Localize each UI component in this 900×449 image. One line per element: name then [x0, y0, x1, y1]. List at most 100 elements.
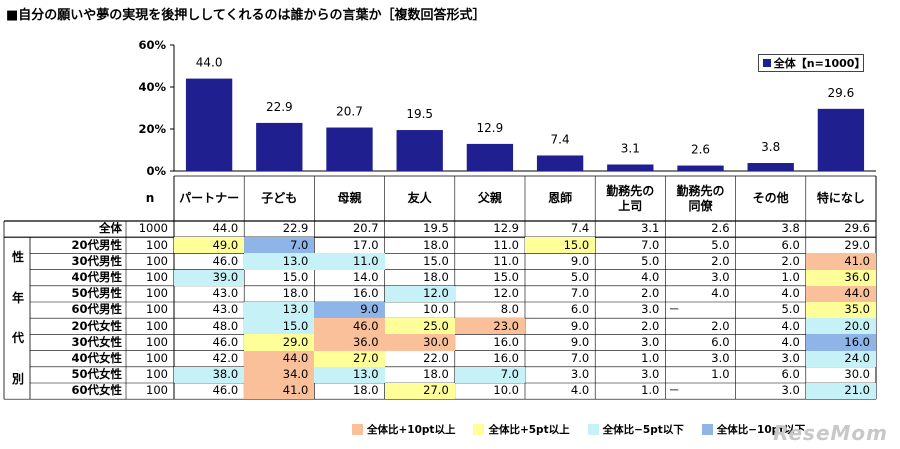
table-cell: 4.0 — [641, 269, 660, 284]
table-cell: 44.0 — [212, 221, 239, 236]
row-group-label-char: 別 — [11, 371, 24, 386]
column-header: パートナー — [179, 191, 240, 206]
table-cell: 46.0 — [212, 253, 239, 268]
row-n-value: 100 — [146, 318, 168, 333]
table-cell: 11.0 — [314, 253, 385, 270]
table-cell: 36.0 — [314, 334, 385, 351]
table-cell: 15.0 — [525, 237, 596, 254]
table-cell: 4.0 — [781, 318, 800, 333]
table-cell: 13.0 — [244, 302, 315, 319]
row-label: 60代女性 — [71, 383, 122, 398]
table-cell: 1.0 — [781, 269, 800, 284]
y-tick-label: 40% — [138, 80, 166, 94]
key-label: 全体比−5pt以下 — [602, 424, 684, 436]
row-n-value: 100 — [146, 383, 168, 398]
legend-swatch — [763, 59, 771, 67]
table-cell: 46.0 — [212, 383, 239, 398]
row-n-value: 100 — [146, 269, 168, 284]
table-cell: 15.0 — [244, 318, 315, 335]
table-cell: 35.0 — [805, 302, 876, 319]
table-cell: 3.0 — [711, 350, 730, 365]
table-cell: 22.0 — [423, 350, 449, 365]
column-header: 勤務先の 同僚 — [676, 184, 725, 213]
bar — [256, 122, 303, 171]
table-cell: 46.0 — [314, 318, 385, 335]
table-cell: 23.0 — [454, 318, 525, 335]
table-cell: 44.0 — [805, 285, 876, 302]
table-cell: 3.0 — [641, 334, 660, 349]
bar — [536, 155, 584, 171]
table-cell: 2.0 — [641, 318, 660, 333]
table-cell: 3.0 — [781, 383, 800, 398]
column-header: 恩師 — [548, 191, 573, 206]
chart-legend: 全体【n=1000】 — [758, 54, 866, 72]
row-label: 40代男性 — [71, 269, 122, 284]
table-cell: 44.0 — [244, 350, 315, 367]
table-cell: 10.0 — [493, 383, 519, 398]
table-cell: 5.0 — [781, 302, 800, 317]
table-cell: 29.0 — [844, 237, 870, 252]
key-item: 全体比+5pt以上 — [473, 422, 570, 437]
column-header: 友人 — [407, 191, 432, 206]
table-cell: 41.0 — [244, 383, 315, 400]
bar-value-label: 12.9 — [477, 121, 504, 135]
table-cell: 7.0 — [641, 237, 660, 252]
table-cell: 15.0 — [423, 253, 449, 268]
table-cell: 24.0 — [805, 350, 876, 367]
row-label: 20代女性 — [71, 318, 122, 333]
table-cell: 27.0 — [314, 350, 385, 367]
key-swatch — [587, 424, 599, 435]
table-cell: 8.0 — [500, 302, 519, 317]
row-group-label-char: 性 — [11, 250, 24, 265]
key-label: 全体比+5pt以上 — [488, 424, 570, 436]
table-cell: 3.0 — [570, 367, 590, 382]
row-label: 50代男性 — [71, 286, 122, 301]
row-n-value: 100 — [146, 350, 168, 365]
bar — [396, 130, 443, 171]
table-cell: 9.0 — [314, 302, 385, 319]
table-cell: 43.0 — [212, 286, 239, 301]
bar-value-label: 2.6 — [691, 143, 710, 157]
bar-value-label: 22.9 — [266, 100, 293, 114]
table-cell: 20.7 — [352, 221, 379, 236]
table-cell: 14.0 — [352, 269, 379, 284]
table-cell: 5.0 — [570, 269, 590, 284]
table-cell: 6.0 — [781, 237, 800, 252]
row-n-value: 1000 — [138, 221, 168, 236]
table-cell: 30.0 — [384, 334, 455, 351]
bar — [817, 108, 865, 171]
table-cell: 7.0 — [454, 366, 525, 383]
table-cell: 4.0 — [570, 383, 590, 398]
table-cell: 4.0 — [781, 286, 800, 301]
table-cell: 9.0 — [570, 253, 590, 268]
table-cell: 5.0 — [641, 253, 660, 268]
column-header: 父親 — [477, 191, 502, 206]
table-cell: 15.0 — [493, 269, 519, 284]
key-item: 全体比−5pt以下 — [587, 422, 684, 437]
table-cell: 4.0 — [781, 334, 800, 349]
table-cell: 3.0 — [641, 367, 660, 382]
chart-title: ■自分の願いや夢の実現を後押ししてくれるのは誰からの言葉か［複数回答形式］ — [6, 8, 486, 23]
table-cell: 38.0 — [174, 366, 245, 383]
table-cell: 3.1 — [641, 221, 660, 236]
table-cell: 29.6 — [844, 221, 870, 236]
table-cell: 3.0 — [781, 350, 800, 365]
row-label: 40代女性 — [71, 350, 122, 365]
legend-label: 全体【n=1000】 — [773, 57, 866, 70]
column-header: 勤務先の 上司 — [606, 184, 655, 213]
key-swatch — [473, 424, 485, 435]
bar — [185, 78, 233, 171]
table-cell: 16.0 — [493, 334, 519, 349]
table-cell: 49.0 — [174, 237, 245, 254]
table-cell: 7.4 — [570, 221, 590, 236]
row-group-label-char: 代 — [11, 331, 24, 346]
column-header: その他 — [752, 191, 789, 206]
table-cell: 3.0 — [641, 302, 660, 317]
table-cell: 11.0 — [493, 253, 519, 268]
table-cell: 4.0 — [711, 286, 730, 301]
row-n-value: 100 — [146, 286, 168, 301]
bar-value-label: 3.1 — [621, 141, 640, 155]
bar — [677, 165, 724, 171]
column-header: 子ども — [261, 191, 298, 206]
y-tick-label: 20% — [138, 122, 166, 136]
